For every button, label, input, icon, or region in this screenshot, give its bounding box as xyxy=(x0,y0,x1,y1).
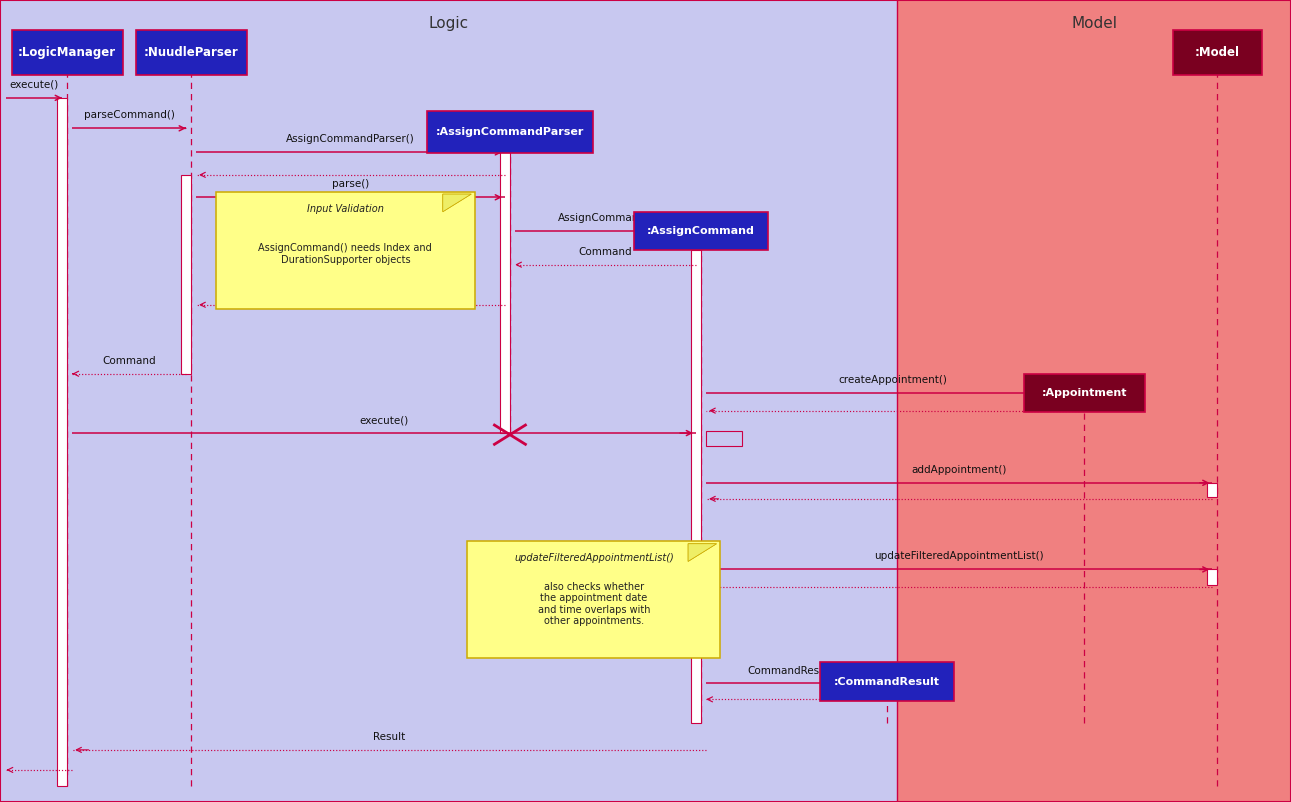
Bar xyxy=(1207,483,1217,497)
Bar xyxy=(691,250,701,723)
Bar xyxy=(706,431,742,446)
Polygon shape xyxy=(443,194,471,212)
Text: Input Validation: Input Validation xyxy=(307,204,383,213)
Text: also checks whether
the appointment date
and time overlaps with
other appointmen: also checks whether the appointment date… xyxy=(537,581,651,626)
Text: createAppointment(): createAppointment() xyxy=(838,375,948,385)
Bar xyxy=(897,0,1291,802)
Bar xyxy=(1207,569,1217,585)
Text: :Model: :Model xyxy=(1195,46,1239,59)
FancyBboxPatch shape xyxy=(426,111,594,153)
Text: updateFilteredAppointmentList(): updateFilteredAppointmentList() xyxy=(874,552,1044,561)
Text: CommandResult(): CommandResult() xyxy=(747,666,840,675)
Text: :AssignCommandParser: :AssignCommandParser xyxy=(436,128,584,137)
Polygon shape xyxy=(688,544,717,561)
FancyBboxPatch shape xyxy=(136,30,247,75)
Text: AssignCommandParser(): AssignCommandParser() xyxy=(287,135,414,144)
FancyBboxPatch shape xyxy=(467,541,720,658)
Bar xyxy=(1074,395,1084,411)
Polygon shape xyxy=(443,194,471,212)
Text: :NuudleParser: :NuudleParser xyxy=(143,46,239,59)
Text: AssignCommand() needs Index and
DurationSupporter objects: AssignCommand() needs Index and Duration… xyxy=(258,244,432,265)
Bar xyxy=(877,683,887,699)
Text: :AssignCommand: :AssignCommand xyxy=(647,226,755,236)
Text: Command: Command xyxy=(102,356,156,366)
Text: addAppointment(): addAppointment() xyxy=(911,465,1007,475)
Text: parseCommand(): parseCommand() xyxy=(84,111,174,120)
Text: :CommandResult: :CommandResult xyxy=(834,677,940,687)
Bar xyxy=(0,0,897,802)
FancyBboxPatch shape xyxy=(12,30,123,75)
Text: :Appointment: :Appointment xyxy=(1042,388,1127,398)
Text: parse(): parse() xyxy=(332,180,369,189)
FancyBboxPatch shape xyxy=(634,212,768,250)
Bar xyxy=(57,98,67,786)
Text: execute(): execute() xyxy=(359,415,409,425)
Text: updateFilteredAppointmentList(): updateFilteredAppointmentList() xyxy=(514,553,674,563)
FancyBboxPatch shape xyxy=(216,192,475,309)
Text: execute(): execute() xyxy=(9,80,59,90)
Text: Command: Command xyxy=(324,287,377,297)
Text: Logic: Logic xyxy=(429,16,469,31)
FancyBboxPatch shape xyxy=(1172,30,1263,75)
Polygon shape xyxy=(688,544,717,561)
Text: Model: Model xyxy=(1072,16,1117,31)
Bar xyxy=(181,175,191,374)
FancyBboxPatch shape xyxy=(1024,374,1145,412)
Text: Result: Result xyxy=(373,732,405,742)
Text: Command: Command xyxy=(578,247,633,257)
Bar xyxy=(500,152,510,433)
Text: AssignCommand(): AssignCommand() xyxy=(558,213,653,223)
FancyBboxPatch shape xyxy=(820,662,954,701)
Text: :LogicManager: :LogicManager xyxy=(18,46,116,59)
